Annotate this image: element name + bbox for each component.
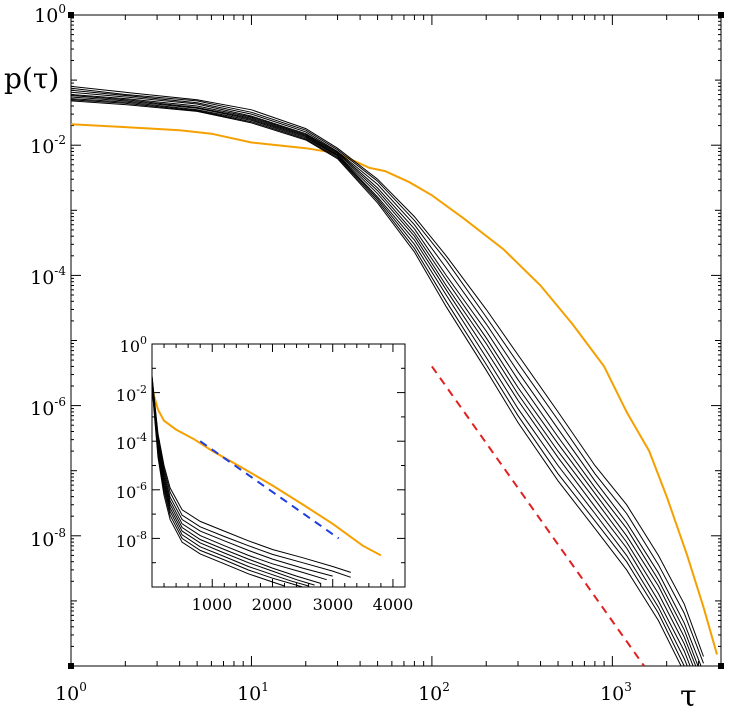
series-black-9-line <box>71 99 685 666</box>
main-y-tick-label: 10-4 <box>30 264 66 289</box>
inset-x-tick-label: 1000 <box>192 595 233 614</box>
inset-x-tick-label: 2000 <box>252 595 293 614</box>
series-black-9-line <box>152 385 285 587</box>
series-black-6-line <box>71 95 694 666</box>
series-black-3-line <box>71 89 702 666</box>
main-series-group <box>71 85 718 666</box>
series-orange-line <box>71 123 718 655</box>
series-black-2-line <box>71 87 704 664</box>
inset-chart: 100 10-2 10-4 10-6 10-8 1000 2000 3000 4… <box>116 334 413 614</box>
main-x-tick-label: 101 <box>237 680 269 705</box>
inset-y-tick-label: 10-6 <box>116 480 147 502</box>
inset-plot-frame <box>151 343 406 588</box>
inset-x-tick-label: 3000 <box>313 595 354 614</box>
inset-y-tick-label: 100 <box>120 334 147 356</box>
series-black-4-line <box>71 91 699 666</box>
main-y-tick-label: 10-6 <box>30 395 66 420</box>
inset-y-tick-label: 10-4 <box>116 431 147 453</box>
main-y-tick-label: 100 <box>34 2 66 27</box>
main-y-tick-label: 10-2 <box>30 133 66 158</box>
inset-series-group <box>152 375 382 587</box>
inset-y-tick-label: 10-8 <box>116 529 147 551</box>
main-x-tick-label: 102 <box>418 680 450 705</box>
y-axis-label: p(τ) <box>4 62 59 95</box>
series-ref-blue-line <box>199 440 340 540</box>
inset-x-tick-label: 4000 <box>373 595 414 614</box>
x-axis-label: τ <box>680 679 697 714</box>
inset-y-tick-label: 10-2 <box>116 383 147 405</box>
series-black-10-line <box>71 100 682 666</box>
main-y-tick-label: 10-8 <box>30 526 66 551</box>
series-orange-line <box>152 385 382 557</box>
main-x-tick-label: 103 <box>600 680 632 705</box>
series-black-5-line <box>71 94 697 666</box>
main-chart: 100 10-2 10-4 10-6 10-8 100 101 102 103 … <box>4 2 724 714</box>
series-black-7-line <box>71 96 691 666</box>
main-minor-ticks <box>70 14 722 667</box>
main-x-tick-label: 100 <box>55 680 87 705</box>
series-ref-red-line <box>431 365 645 666</box>
series-black-1-line <box>71 85 704 657</box>
series-black-8-line <box>71 98 688 666</box>
